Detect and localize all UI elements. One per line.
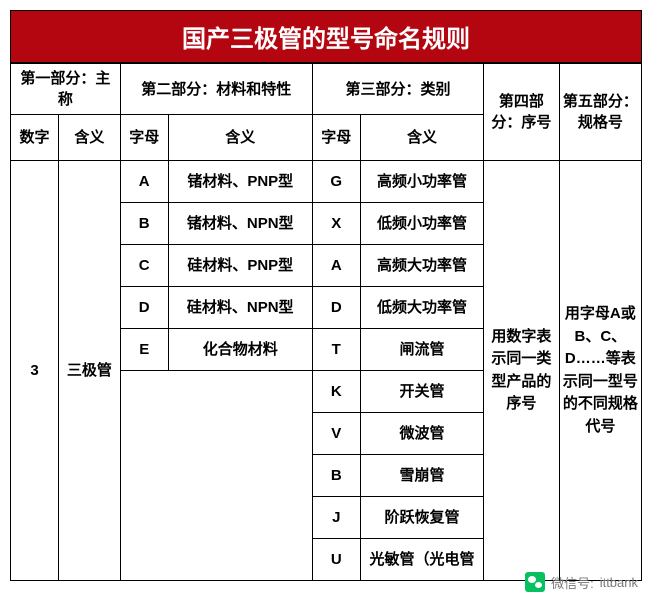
part2-meaning: 锗材料、NPN型 <box>168 203 312 245</box>
part2-letter: C <box>120 245 168 287</box>
table-title: 国产三极管的型号命名规则 <box>10 10 642 63</box>
part3-letter: U <box>312 539 360 581</box>
part3-letter: G <box>312 161 360 203</box>
transistor-naming-table: 第一部分：主称 第二部分：材料和特性 第三部分：类别 第四部分：序号 第五部分：… <box>10 63 642 581</box>
part3-meaning: 低频大功率管 <box>360 287 483 329</box>
col-part3-sub2: 含义 <box>360 115 483 161</box>
part3-meaning: 阶跃恢复管 <box>360 497 483 539</box>
col-group-part1: 第一部分：主称 <box>11 64 121 115</box>
part2-letter: B <box>120 203 168 245</box>
footer-value: ittbank <box>600 575 638 590</box>
part2-letter: A <box>120 161 168 203</box>
part2-meaning: 硅材料、PNP型 <box>168 245 312 287</box>
col-part1-sub2: 含义 <box>59 115 121 161</box>
part3-meaning: 雪崩管 <box>360 455 483 497</box>
part3-meaning: 高频大功率管 <box>360 245 483 287</box>
part4-text: 用数字表示同一类型产品的序号 <box>484 161 559 581</box>
part3-meaning: 低频小功率管 <box>360 203 483 245</box>
footer-label: 微信号: <box>551 573 594 592</box>
part2-meaning: 锗材料、PNP型 <box>168 161 312 203</box>
part3-letter: X <box>312 203 360 245</box>
col-part1-sub1: 数字 <box>11 115 59 161</box>
part2-meaning: 硅材料、NPN型 <box>168 287 312 329</box>
col-group-part3: 第三部分：类别 <box>312 64 483 115</box>
wechat-icon <box>525 572 545 592</box>
part3-letter: V <box>312 413 360 455</box>
part2-letter: D <box>120 287 168 329</box>
col-part2-sub1: 字母 <box>120 115 168 161</box>
part3-meaning: 光敏管（光电管 <box>360 539 483 581</box>
part3-meaning: 开关管 <box>360 371 483 413</box>
part1-meaning: 三极管 <box>59 161 121 581</box>
col-part3-sub1: 字母 <box>312 115 360 161</box>
col-part2-sub2: 含义 <box>168 115 312 161</box>
part2-empty <box>120 371 312 581</box>
part3-meaning: 高频小功率管 <box>360 161 483 203</box>
part1-digit: 3 <box>11 161 59 581</box>
part3-letter: T <box>312 329 360 371</box>
col-part5: 第五部分：规格号 <box>559 64 641 161</box>
col-group-part2: 第二部分：材料和特性 <box>120 64 312 115</box>
col-part4: 第四部分：序号 <box>484 64 559 161</box>
footer-wechat: 微信号: ittbank <box>525 572 638 592</box>
part3-letter: B <box>312 455 360 497</box>
part3-meaning: 闸流管 <box>360 329 483 371</box>
part5-text: 用字母A或B、C、D……等表示同一型号的不同规格代号 <box>559 161 641 581</box>
part2-meaning: 化合物材料 <box>168 329 312 371</box>
part3-letter: K <box>312 371 360 413</box>
part3-letter: J <box>312 497 360 539</box>
part2-letter: E <box>120 329 168 371</box>
part3-meaning: 微波管 <box>360 413 483 455</box>
part3-letter: A <box>312 245 360 287</box>
part3-letter: D <box>312 287 360 329</box>
